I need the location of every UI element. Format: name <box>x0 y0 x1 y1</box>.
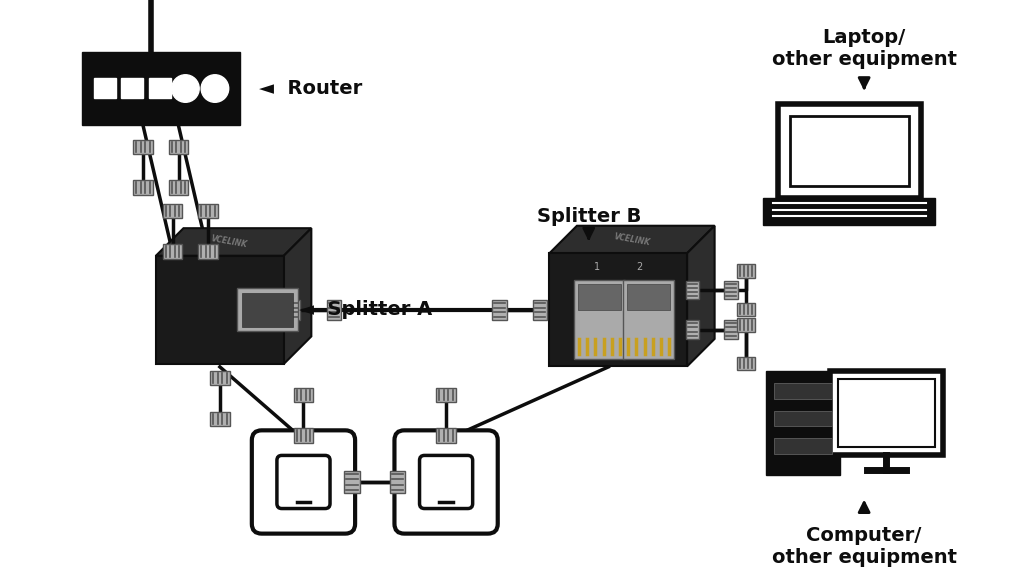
Text: Computer/
other equipment: Computer/ other equipment <box>772 526 956 567</box>
Bar <box>737 303 756 316</box>
Polygon shape <box>687 226 715 366</box>
Bar <box>774 411 831 426</box>
Bar <box>163 204 182 218</box>
Bar <box>389 471 406 493</box>
Circle shape <box>172 75 200 103</box>
Bar <box>163 244 182 259</box>
FancyBboxPatch shape <box>420 456 473 509</box>
Bar <box>294 388 313 402</box>
Bar <box>133 140 153 154</box>
Bar <box>686 320 699 339</box>
Bar <box>534 300 547 320</box>
Bar <box>169 140 188 154</box>
Bar <box>133 180 153 195</box>
Bar <box>199 204 218 218</box>
Bar <box>210 371 229 385</box>
Bar <box>122 78 143 98</box>
FancyBboxPatch shape <box>394 430 498 533</box>
Bar <box>790 116 909 186</box>
Bar <box>344 471 360 493</box>
Bar <box>624 281 674 359</box>
Bar <box>829 372 943 455</box>
FancyBboxPatch shape <box>276 456 330 509</box>
Bar <box>286 300 300 320</box>
Bar <box>199 244 218 259</box>
Polygon shape <box>550 226 715 253</box>
Bar <box>724 320 737 339</box>
Bar <box>686 281 699 300</box>
Bar <box>737 319 756 332</box>
Text: ◄  Splitter A: ◄ Splitter A <box>299 300 432 319</box>
Bar <box>156 256 284 364</box>
Bar <box>242 293 293 327</box>
Bar <box>737 357 756 370</box>
Bar <box>550 253 687 366</box>
Bar <box>493 300 507 320</box>
Bar <box>766 372 840 475</box>
Polygon shape <box>156 228 311 256</box>
Bar <box>627 285 671 310</box>
Bar <box>169 180 188 195</box>
Text: 2: 2 <box>637 262 643 272</box>
Bar <box>436 429 456 442</box>
Bar <box>774 438 831 454</box>
Bar <box>150 78 171 98</box>
Text: Laptop/
other equipment: Laptop/ other equipment <box>772 28 956 69</box>
Bar <box>838 379 935 447</box>
Bar <box>737 264 756 278</box>
Text: VCELINK: VCELINK <box>210 234 248 249</box>
Text: VCELINK: VCELINK <box>613 232 651 247</box>
Circle shape <box>201 75 228 103</box>
Bar <box>724 281 737 300</box>
Bar <box>574 281 625 359</box>
Text: 1: 1 <box>594 262 600 272</box>
FancyBboxPatch shape <box>252 430 355 533</box>
Bar <box>94 78 116 98</box>
Bar <box>763 198 936 225</box>
Bar <box>237 288 298 331</box>
Bar <box>82 52 240 126</box>
Bar <box>774 383 831 399</box>
Bar <box>578 285 622 310</box>
Polygon shape <box>284 228 311 364</box>
Bar <box>327 300 341 320</box>
Bar <box>778 104 921 198</box>
Bar <box>294 429 313 442</box>
Text: Splitter B: Splitter B <box>537 207 641 226</box>
Text: ◄  Router: ◄ Router <box>259 79 362 98</box>
Bar <box>436 388 456 402</box>
Bar <box>210 412 229 426</box>
